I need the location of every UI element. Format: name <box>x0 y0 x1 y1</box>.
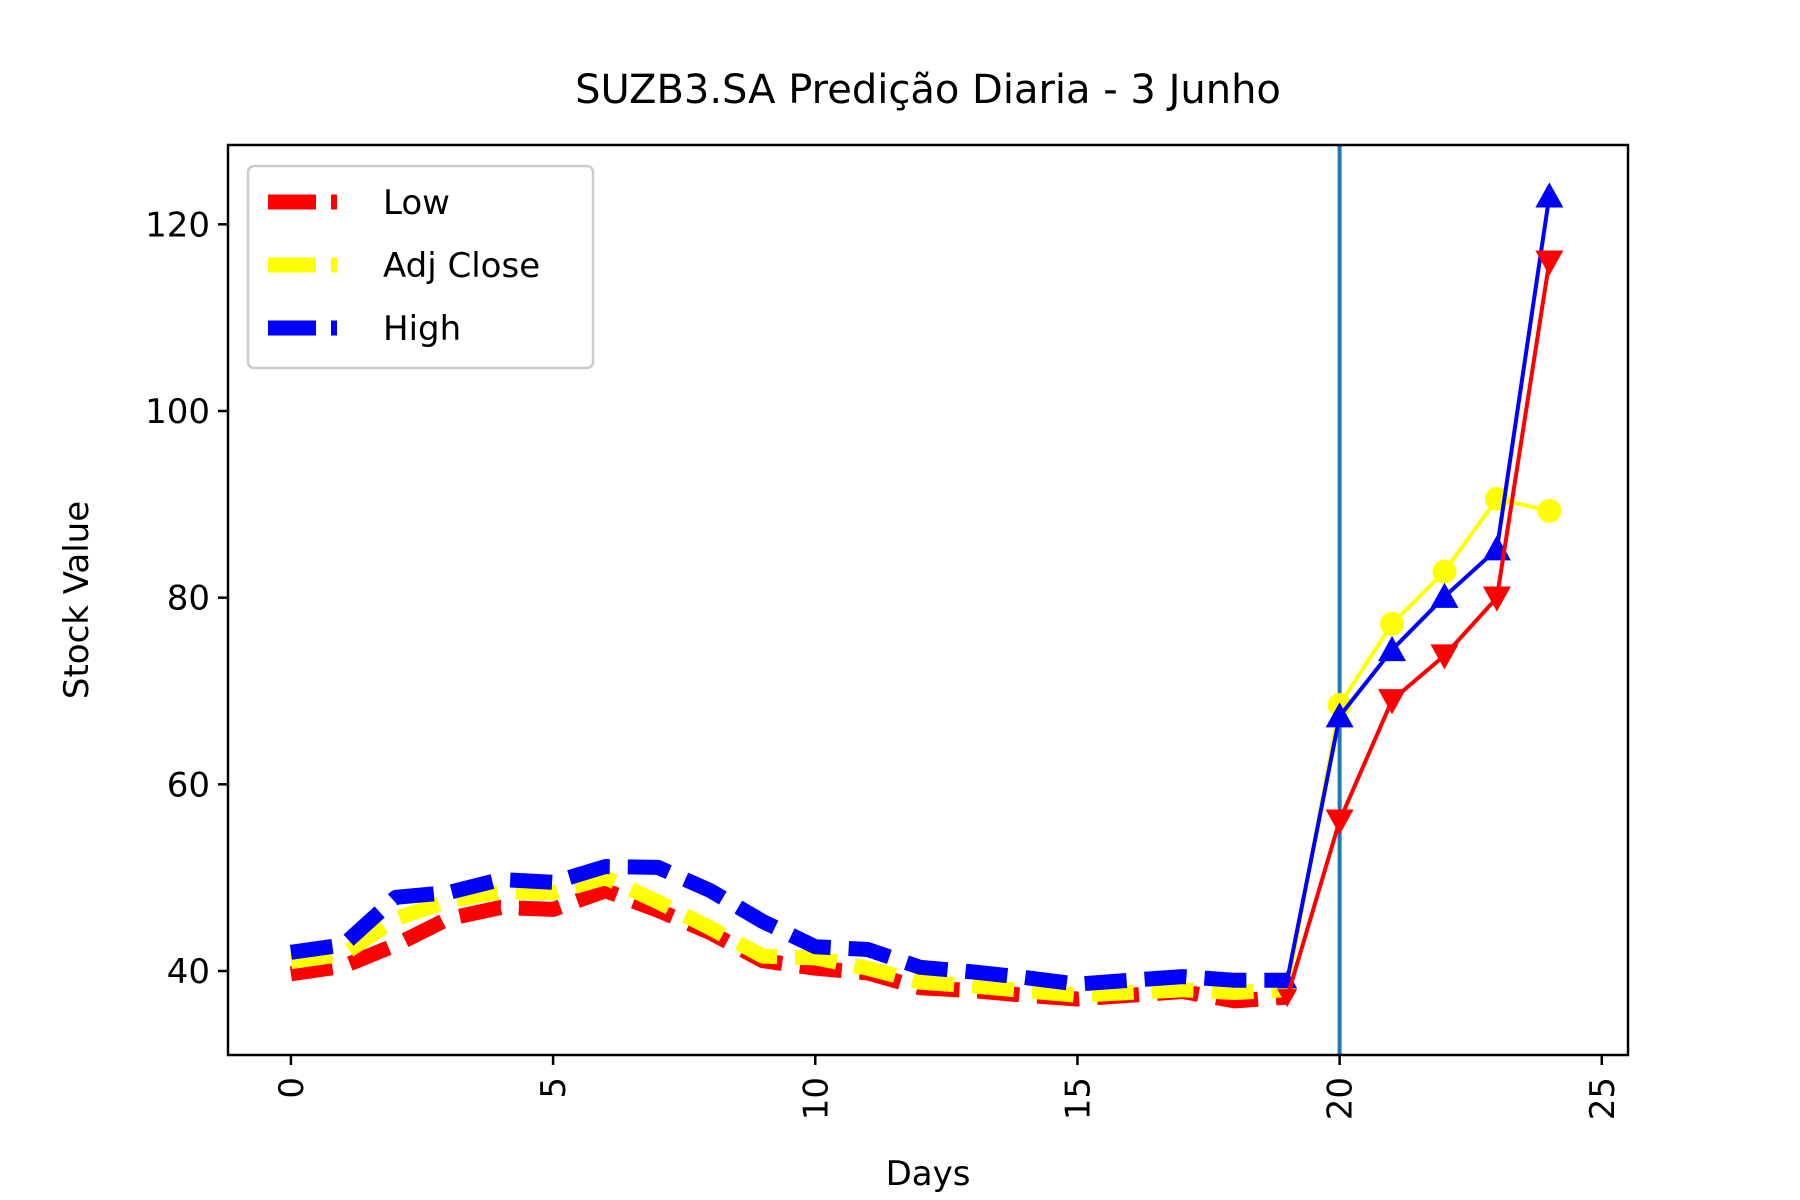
data-point-adj-close <box>1380 611 1405 636</box>
x-tick-label: 0 <box>272 1077 312 1099</box>
data-point-high <box>1325 702 1354 728</box>
y-tick-label: 80 <box>167 579 210 619</box>
data-point-high <box>1535 182 1564 208</box>
legend-label-adj-close: Adj Close <box>383 246 540 286</box>
data-point-low <box>1378 689 1407 715</box>
y-tick-label: 120 <box>145 205 210 245</box>
legend: Low Adj Close High <box>246 164 595 370</box>
y-tick-label: 60 <box>167 765 210 805</box>
chart-title: SUZB3.SA Predição Diaria - 3 Junho <box>575 67 1281 113</box>
data-point-low <box>1430 644 1459 670</box>
y-axis-label: Stock Value <box>57 501 97 699</box>
data-point-high <box>1430 582 1459 608</box>
data-point-adj-close <box>1537 498 1562 523</box>
x-tick-label: 20 <box>1321 1077 1361 1120</box>
prediction-line-low <box>1285 261 1552 998</box>
legend-label-low: Low <box>383 183 450 223</box>
series-line-adj-close <box>289 870 1288 1003</box>
plot-frame <box>226 143 1630 1057</box>
data-point-adj-close <box>1432 559 1457 584</box>
axes: 40 60 80 100 120 0 5 10 15 20 25 <box>145 143 1630 1120</box>
y-tick-label: 40 <box>167 952 210 992</box>
x-tick-label: 10 <box>796 1077 836 1120</box>
x-tick-label: 25 <box>1583 1077 1623 1120</box>
x-tick-label: 15 <box>1058 1077 1098 1120</box>
legend-box <box>246 164 595 370</box>
series-line-high <box>289 859 1288 992</box>
x-axis-label: Days <box>886 1154 971 1194</box>
legend-label-high: High <box>383 309 461 349</box>
prediction-line-high <box>1285 196 1552 981</box>
data-point-low <box>1482 586 1511 612</box>
series-layer <box>289 145 1564 1055</box>
x-tick-label: 5 <box>534 1077 574 1099</box>
data-point-high <box>1378 635 1407 662</box>
data-point-low <box>1325 809 1354 835</box>
y-tick-label: 100 <box>145 392 210 432</box>
data-point-low <box>1277 989 1298 1008</box>
data-point-low <box>1535 250 1564 276</box>
